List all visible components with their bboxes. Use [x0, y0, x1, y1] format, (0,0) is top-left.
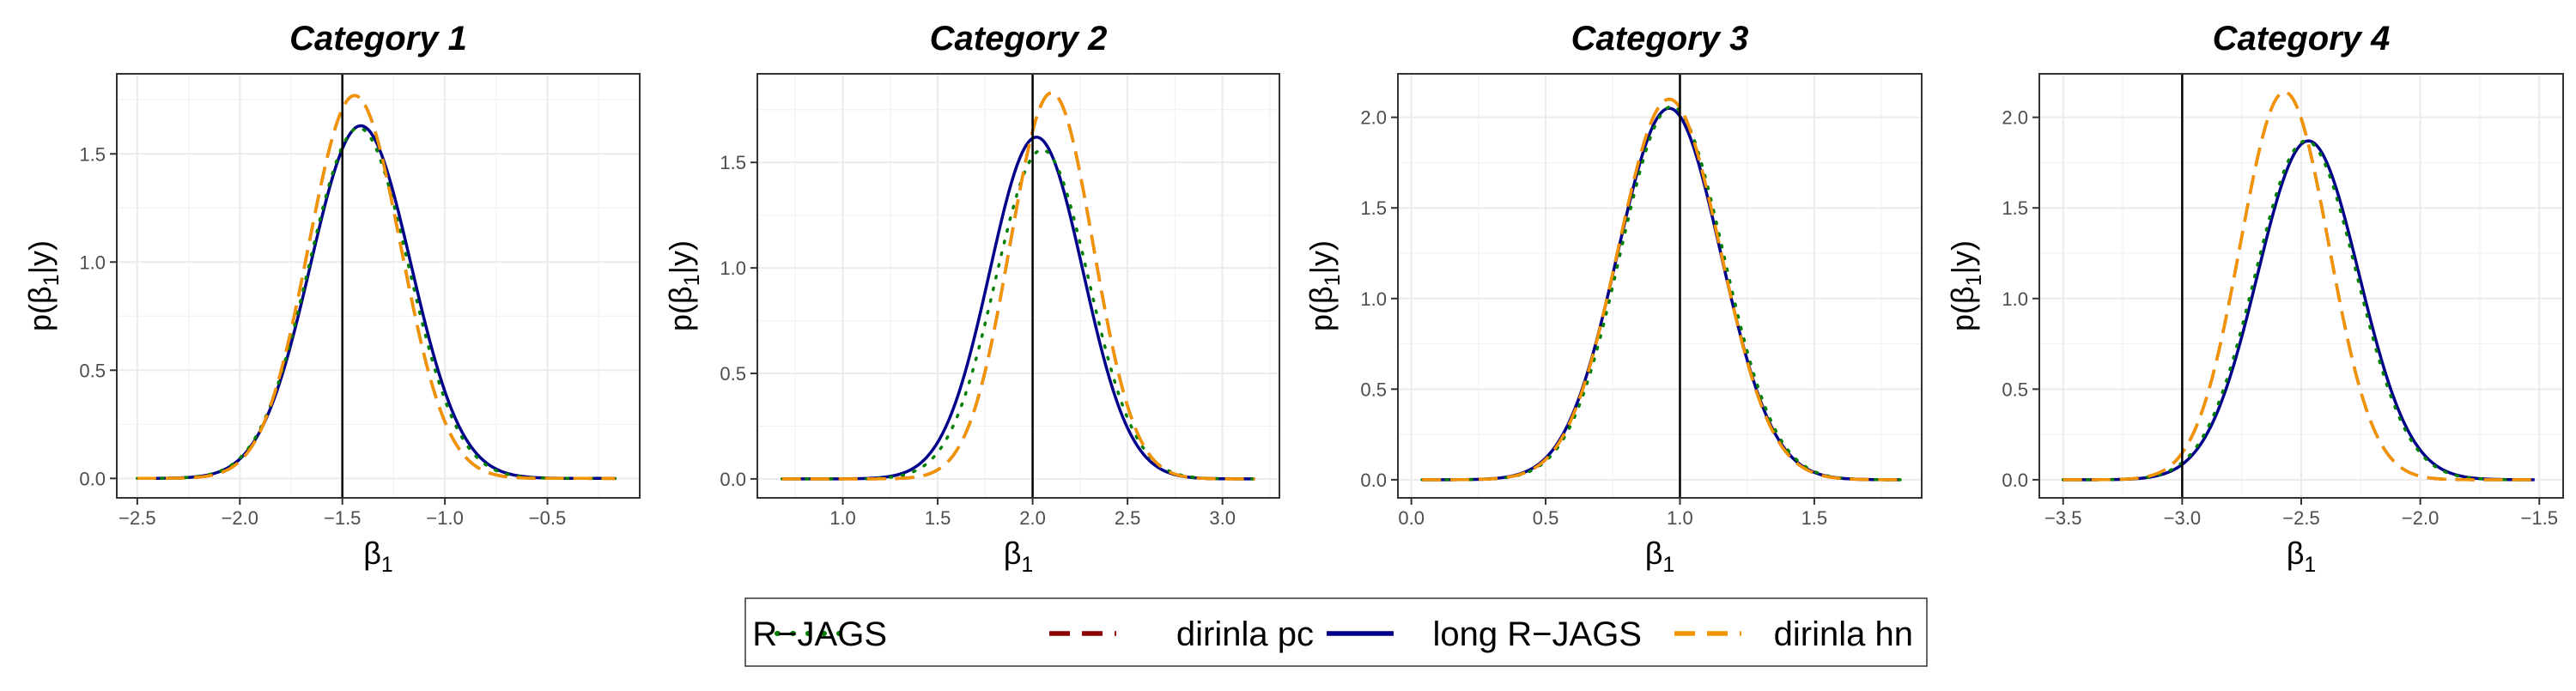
x-tick-label: 2.5 [1115, 507, 1141, 529]
legend: R−JAGS dirinla pc long R−JAGS dirinla hn [744, 597, 1928, 667]
y-axis-label: p(β1|y) [663, 240, 704, 331]
x-axis-label: β1 [2287, 536, 2317, 577]
panel-1: −2.5 −2.0 −1.5 −1.0 −0.5 0.0 0.5 1.0 1.5 Category… [22, 20, 641, 577]
series-line-long-r-jags [1422, 106, 1900, 482]
y-tick-label: 0.5 [720, 363, 746, 385]
y-tick-label: 1.0 [79, 252, 106, 273]
x-axis-label: β1 [1004, 536, 1034, 577]
x-tick-label: −2.5 [2282, 507, 2319, 529]
x-tick-label: −1.5 [324, 507, 361, 529]
x-tick-label: 1.0 [829, 507, 856, 529]
series-group [780, 91, 1257, 481]
y-tick-label: 0.0 [1360, 470, 1387, 491]
series-line-dirinla-hn [2063, 90, 2535, 482]
y-tick-label: 2.0 [2002, 107, 2028, 129]
x-tick-label: −2.5 [118, 507, 155, 529]
panel-border [756, 73, 1280, 499]
panel-border [1397, 73, 1923, 499]
y-tick-label: 1.5 [2002, 197, 2028, 219]
x-tick-label: −1.5 [2521, 507, 2558, 529]
y-axis-label: p(β1|y) [22, 240, 64, 331]
panel-title: Category 4 [2213, 20, 2391, 58]
x-tick-label: 3.0 [1209, 507, 1236, 529]
legend-label: dirinla hn [1774, 615, 1913, 653]
panel-title: Category 2 [930, 20, 1108, 58]
y-tick-label: 0.5 [79, 360, 106, 381]
x-tick-label: 0.0 [1398, 507, 1425, 529]
grid [117, 74, 640, 498]
x-tick-label: 2.0 [1019, 507, 1046, 529]
series-line-dirinla-hn [781, 91, 1255, 481]
legend-label: dirinla pc [1176, 615, 1314, 653]
grid [1398, 74, 1922, 498]
y-tick-label: 0.5 [2002, 379, 2028, 400]
series-group [1420, 97, 1902, 482]
x-tick-label: 1.0 [1667, 507, 1693, 529]
panel-2: 1.0 1.5 2.0 2.5 3.0 0.0 0.5 1.0 1.5 Category 2 β1 p… [663, 20, 1280, 577]
panel-4: −3.5 −3.0 −2.5 −2.0 −1.5 0.0 0.5 1.0 1.5 2.0 Categ… [1945, 20, 2564, 577]
series-group [2061, 90, 2537, 482]
y-tick-label: 1.5 [1360, 197, 1387, 219]
x-tick-label: 1.5 [1801, 507, 1828, 529]
x-tick-label: −1.0 [426, 507, 463, 529]
y-tick-label: 0.0 [720, 469, 746, 490]
x-tick-label: −2.0 [2402, 507, 2439, 529]
y-tick-label: 1.0 [720, 258, 746, 279]
series-line-r-jags [136, 126, 617, 481]
plot-area [1398, 74, 1922, 498]
y-tick-label: 1.5 [79, 143, 106, 165]
x-tick-label: −3.0 [2164, 507, 2201, 529]
plot-area [757, 74, 1279, 498]
y-tick-label: 2.0 [1360, 107, 1387, 129]
y-axis-label: p(β1|y) [1945, 240, 1986, 331]
x-tick-label: 0.5 [1533, 507, 1559, 529]
x-tick-label: −3.5 [2044, 507, 2081, 529]
y-tick-label: 0.0 [2002, 470, 2028, 491]
x-tick-label: −2.0 [222, 507, 258, 529]
grid [757, 74, 1279, 498]
series-group [136, 94, 617, 481]
y-tick-label: 1.5 [720, 152, 746, 173]
y-tick-label: 1.0 [1360, 288, 1387, 310]
x-tick-label: 1.5 [925, 507, 951, 529]
x-tick-label: −0.5 [529, 507, 566, 529]
y-tick-label: 1.0 [2002, 288, 2028, 310]
panel-3: 0.0 0.5 1.0 1.5 0.0 0.5 1.0 1.5 2.0 Category 3 β1 p… [1303, 20, 1923, 577]
x-axis-label: β1 [363, 536, 393, 577]
legend-label: long R−JAGS [1433, 615, 1642, 653]
y-tick-label: 0.0 [79, 468, 106, 489]
y-axis-label: p(β1|y) [1303, 240, 1345, 331]
panel-title: Category 1 [289, 20, 467, 58]
panel-title: Category 3 [1571, 20, 1749, 58]
panel-border [116, 73, 641, 499]
legend-label: R−JAGS [752, 615, 887, 653]
series-line-dirinla-hn [137, 94, 616, 481]
y-tick-label: 0.5 [1360, 379, 1387, 400]
series-line-r-jags [2061, 139, 2537, 482]
x-axis-label: β1 [1645, 536, 1675, 577]
